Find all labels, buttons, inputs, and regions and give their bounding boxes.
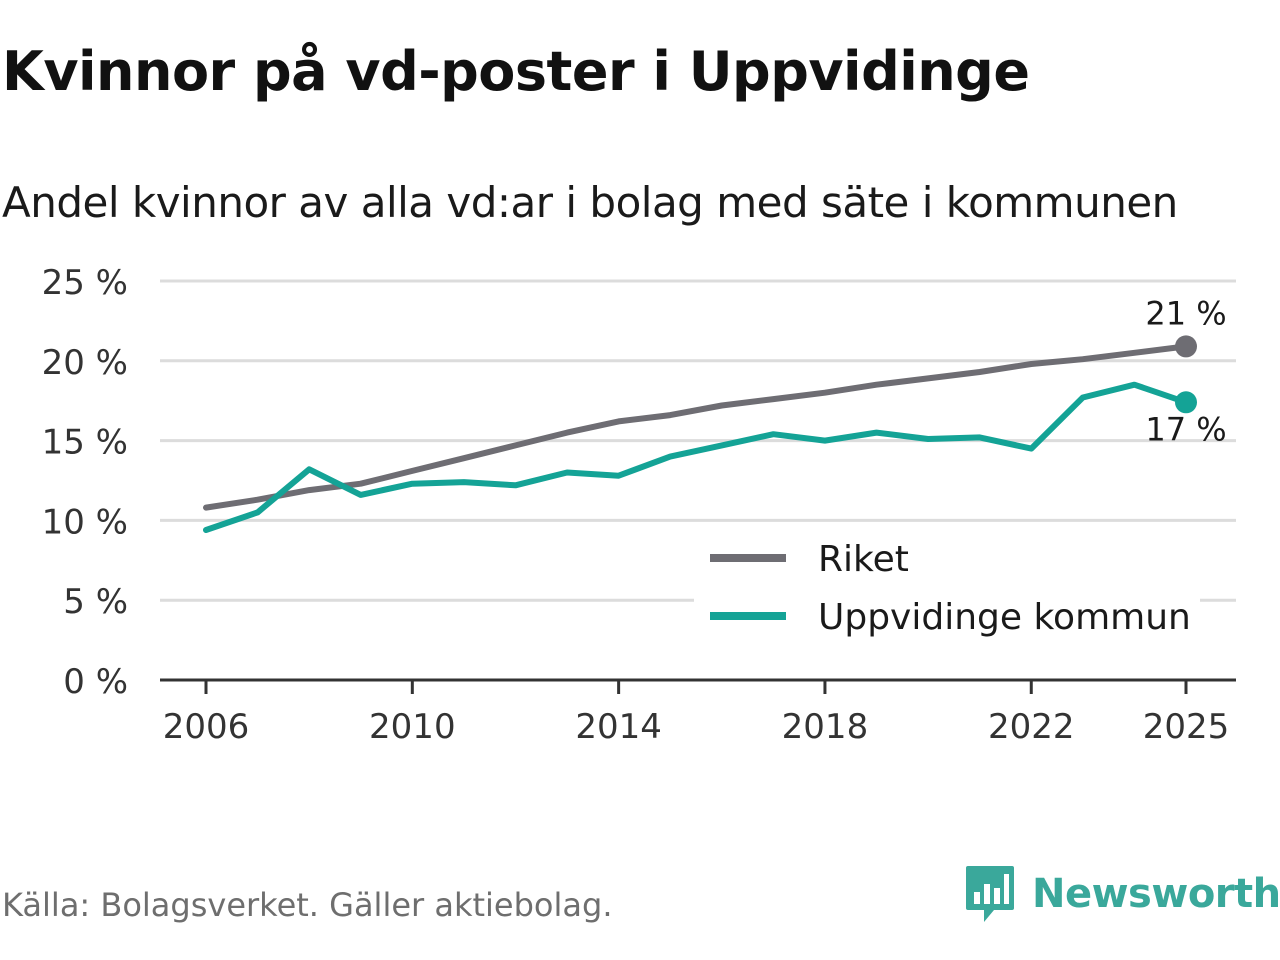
chart-title: Kvinnor på vd-poster i Uppvidinge bbox=[2, 40, 1030, 103]
legend: Riket Uppvidinge kommun bbox=[694, 533, 1200, 645]
y-tick-label: 0 % bbox=[63, 662, 128, 702]
legend-label-1: Uppvidinge kommun bbox=[818, 597, 1191, 638]
x-tick-label: 2018 bbox=[782, 707, 869, 747]
y-tick-label: 5 % bbox=[63, 582, 128, 622]
x-tick-label: 2025 bbox=[1143, 707, 1230, 747]
series-line-0 bbox=[203, 343, 1189, 511]
newsworthy-logo-text: Newsworthy bbox=[1032, 871, 1280, 917]
source-note: Källa: Bolagsverket. Gäller aktiebolag. bbox=[2, 886, 613, 924]
legend-background bbox=[694, 533, 1200, 645]
newsworthy-logo: Newsworthy bbox=[964, 864, 1280, 924]
y-tick-label: 25 % bbox=[42, 263, 128, 303]
series-end-point-1 bbox=[1175, 391, 1197, 414]
x-axis: 2006 2010 2014 2018 2022 2025 bbox=[160, 678, 1236, 747]
series-lines: 21 % 17 % bbox=[203, 294, 1227, 533]
legend-label-0: Riket bbox=[818, 539, 909, 580]
y-tick-label: 10 % bbox=[42, 502, 128, 542]
x-tick-label: 2022 bbox=[988, 707, 1075, 747]
series-line-1 bbox=[203, 381, 1189, 533]
series-end-label-1: 17 % bbox=[1145, 410, 1226, 448]
series-end-point-0 bbox=[1175, 335, 1197, 358]
x-tick-label: 2010 bbox=[369, 707, 456, 747]
series-end-label-0: 21 % bbox=[1145, 294, 1226, 332]
y-tick-label: 15 % bbox=[42, 423, 128, 463]
chart-subtitle: Andel kvinnor av alla vd:ar i bolag med … bbox=[2, 178, 1178, 227]
y-axis-tick-labels: 0 % 5 % 10 % 15 % 20 % 25 % bbox=[42, 263, 128, 702]
x-tick-label: 2006 bbox=[163, 707, 250, 747]
newsworthy-logo-icon bbox=[966, 866, 1014, 922]
x-tick-label: 2014 bbox=[575, 707, 662, 747]
y-tick-label: 20 % bbox=[42, 343, 128, 383]
